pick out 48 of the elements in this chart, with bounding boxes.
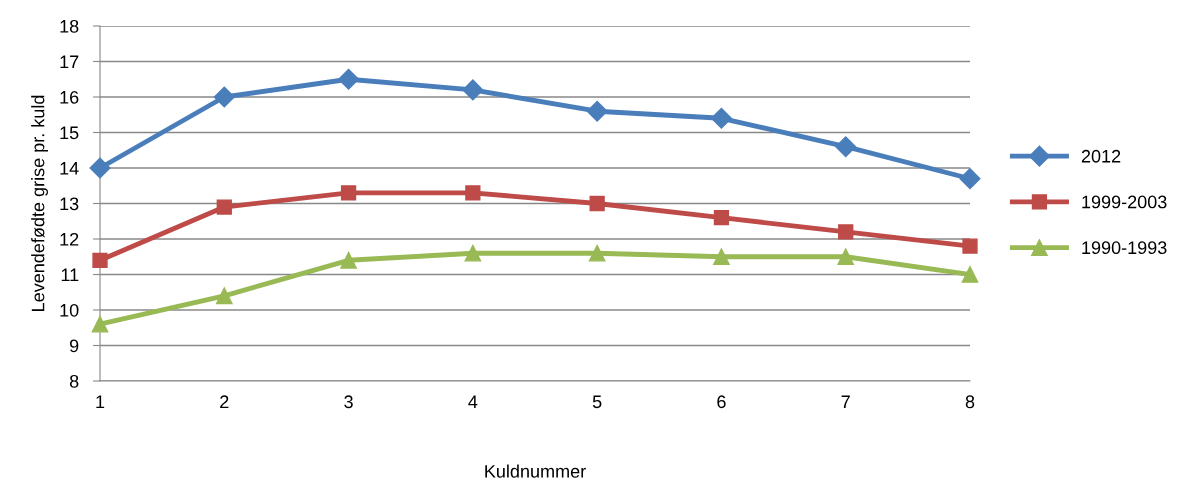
x-tick-label: 5 — [592, 395, 602, 409]
y-tick-label: 16 — [60, 90, 79, 104]
point — [215, 287, 233, 305]
y-tick-label: 18 — [60, 19, 79, 33]
point — [213, 86, 235, 108]
x-tick-label: 8 — [965, 395, 975, 409]
x-tick-label: 7 — [841, 395, 850, 408]
y-tick-label: 10 — [60, 303, 79, 317]
x-tick-label: 1 — [96, 395, 105, 408]
y-tick-label: 15 — [60, 126, 79, 140]
legend-label: 1990-1993 — [1082, 241, 1167, 255]
point — [589, 195, 605, 212]
point — [216, 199, 232, 215]
point — [462, 79, 484, 101]
legend-label: 1999-2003 — [1082, 195, 1167, 209]
y-tick-label: 9 — [69, 339, 79, 353]
point — [710, 107, 732, 129]
y-tick-label: 8 — [69, 374, 79, 388]
point — [837, 248, 855, 266]
point — [713, 210, 730, 226]
point — [835, 136, 857, 158]
point — [959, 168, 981, 190]
x-axis-title: Kuldnummer — [485, 464, 586, 478]
legend-label: 2012 — [1081, 149, 1121, 163]
point — [962, 238, 978, 254]
y-tick-label: 13 — [60, 197, 79, 211]
point — [338, 68, 360, 90]
point — [713, 248, 730, 266]
point — [586, 100, 608, 122]
point — [588, 244, 606, 262]
point — [92, 252, 108, 268]
point — [838, 224, 854, 240]
x-tick-label: 6 — [717, 395, 726, 409]
point — [465, 185, 481, 201]
y-axis-title: Levendefødte grise pr. kuld — [31, 95, 48, 311]
x-tick-label: 3 — [344, 395, 353, 409]
x-tick-label: 2 — [220, 395, 229, 408]
point — [961, 266, 979, 283]
y-tick-label: 11 — [61, 268, 79, 282]
y-tick-label: 12 — [60, 232, 79, 246]
point — [340, 185, 357, 201]
point — [91, 315, 109, 333]
point — [340, 251, 357, 269]
point — [464, 244, 482, 262]
y-tick-label: 17 — [60, 55, 79, 69]
y-tick-label: 14 — [60, 162, 79, 175]
x-tick-label: 4 — [468, 395, 478, 408]
point — [89, 157, 111, 179]
